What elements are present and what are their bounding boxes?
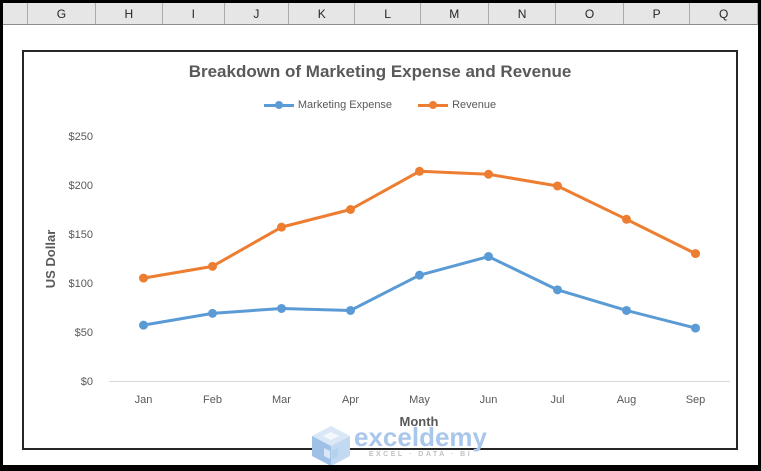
column-header-P[interactable]: P bbox=[624, 3, 691, 24]
data-point-marker[interactable] bbox=[139, 273, 148, 283]
y-tick-label: $200 bbox=[69, 180, 93, 192]
legend-item-0[interactable]: Marketing Expense bbox=[263, 99, 393, 111]
x-tick-label: Jan bbox=[135, 394, 153, 406]
data-point-marker[interactable] bbox=[139, 320, 148, 330]
data-point-marker[interactable] bbox=[208, 261, 217, 271]
plot-area[interactable]: $0 $50 $100 $150 $200 $250 Jan Feb Mar Apr May Jun J… bbox=[24, 52, 736, 448]
column-header-K[interactable]: K bbox=[289, 3, 356, 24]
legend-line-marker-icon bbox=[418, 101, 449, 109]
x-axis-title[interactable]: Month bbox=[400, 414, 439, 429]
x-tick-label: Mar bbox=[272, 394, 291, 406]
column-header-J[interactable]: J bbox=[225, 3, 290, 24]
y-tick-label: $50 bbox=[75, 327, 93, 339]
column-header-L[interactable]: L bbox=[355, 3, 421, 24]
y-tick-label: $250 bbox=[69, 131, 93, 143]
data-point-marker[interactable] bbox=[415, 270, 424, 280]
y-tick-label: $0 bbox=[81, 376, 93, 388]
x-tick-label: Apr bbox=[342, 394, 359, 406]
column-header-N[interactable]: N bbox=[489, 3, 557, 24]
column-header-I[interactable]: I bbox=[163, 3, 225, 24]
x-tick-label: May bbox=[409, 394, 430, 406]
data-point-marker[interactable] bbox=[484, 169, 493, 179]
data-point-marker[interactable] bbox=[277, 303, 286, 313]
column-header-Q[interactable]: Q bbox=[690, 3, 758, 24]
chart-title[interactable]: Breakdown of Marketing Expense and Reven… bbox=[188, 62, 572, 81]
x-tick-label: Sep bbox=[686, 394, 706, 406]
watermark: exceldemy EXCEL · DATA · BI bbox=[310, 424, 487, 465]
chart-object[interactable]: Breakdown of Marketing Expense and Reven… bbox=[22, 50, 738, 450]
data-point-marker[interactable] bbox=[208, 308, 217, 318]
x-tick-label: Jun bbox=[480, 394, 498, 406]
exceldemy-logo-icon bbox=[312, 426, 350, 465]
column-header-M[interactable]: M bbox=[421, 3, 490, 24]
legend-label: Marketing Expense bbox=[297, 99, 393, 111]
chart-legend[interactable]: Marketing Expense Revenue bbox=[24, 99, 736, 111]
legend-line-marker-icon bbox=[263, 101, 294, 109]
legend-item-1[interactable]: Revenue bbox=[418, 99, 496, 111]
series-line-0[interactable] bbox=[142, 255, 697, 330]
x-tick-label: Feb bbox=[203, 394, 222, 406]
x-tick-label: Jul bbox=[550, 394, 564, 406]
series-line-1[interactable] bbox=[142, 169, 697, 280]
column-header-G[interactable]: G bbox=[28, 3, 96, 24]
data-point-marker[interactable] bbox=[415, 166, 424, 176]
column-header-H[interactable]: H bbox=[96, 3, 163, 24]
data-point-marker[interactable] bbox=[346, 205, 355, 214]
column-header-partial[interactable] bbox=[3, 3, 28, 24]
data-point-marker[interactable] bbox=[622, 214, 631, 224]
watermark-brand: exceldemy bbox=[354, 422, 487, 452]
y-tick-label: $100 bbox=[69, 278, 93, 290]
x-tick-label: Aug bbox=[617, 394, 637, 406]
data-point-marker[interactable] bbox=[277, 222, 286, 232]
data-point-marker[interactable] bbox=[553, 285, 562, 295]
data-point-marker[interactable] bbox=[346, 305, 355, 315]
legend-label: Revenue bbox=[452, 99, 497, 111]
data-point-marker[interactable] bbox=[553, 181, 562, 191]
data-point-marker[interactable] bbox=[622, 305, 631, 315]
watermark-text: exceldemy EXCEL · DATA · BI bbox=[354, 424, 487, 458]
y-axis-title[interactable]: US Dollar bbox=[43, 230, 58, 289]
data-point-marker[interactable] bbox=[691, 249, 700, 259]
column-header-O[interactable]: O bbox=[556, 3, 624, 24]
y-tick-label: $150 bbox=[69, 229, 93, 241]
data-point-marker[interactable] bbox=[484, 252, 493, 262]
data-point-marker[interactable] bbox=[691, 323, 700, 333]
watermark-tagline: EXCEL · DATA · BI bbox=[368, 451, 473, 458]
